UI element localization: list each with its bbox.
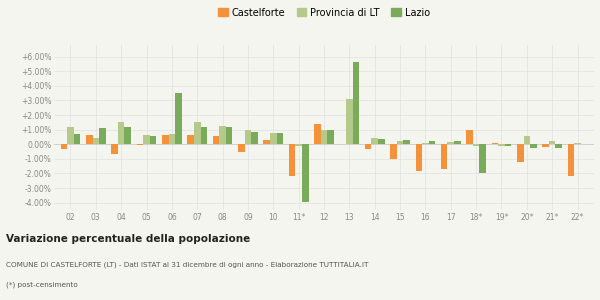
Bar bbox=[314, 124, 321, 144]
Bar bbox=[441, 144, 448, 169]
Bar bbox=[454, 141, 461, 144]
Bar bbox=[270, 133, 277, 144]
Bar bbox=[118, 122, 124, 144]
Bar bbox=[219, 126, 226, 144]
Bar bbox=[321, 130, 327, 144]
Bar bbox=[92, 138, 99, 144]
Bar bbox=[403, 140, 410, 144]
Bar bbox=[263, 140, 270, 144]
Bar bbox=[175, 93, 182, 144]
Bar bbox=[378, 139, 385, 144]
Bar bbox=[99, 128, 106, 144]
Bar bbox=[226, 127, 232, 144]
Bar bbox=[422, 143, 429, 144]
Bar bbox=[517, 144, 524, 162]
Bar bbox=[74, 134, 80, 144]
Bar bbox=[530, 144, 537, 148]
Bar bbox=[473, 144, 479, 146]
Text: Variazione percentuale della popolazione: Variazione percentuale della popolazione bbox=[6, 234, 250, 244]
Bar bbox=[137, 144, 143, 145]
Legend: Castelforte, Provincia di LT, Lazio: Castelforte, Provincia di LT, Lazio bbox=[214, 4, 434, 21]
Bar bbox=[416, 144, 422, 171]
Bar bbox=[491, 143, 498, 144]
Bar bbox=[429, 141, 435, 144]
Bar bbox=[353, 62, 359, 144]
Bar bbox=[346, 99, 353, 144]
Bar bbox=[245, 130, 251, 144]
Bar bbox=[574, 143, 581, 144]
Bar bbox=[479, 144, 486, 173]
Bar bbox=[390, 144, 397, 159]
Bar bbox=[327, 130, 334, 144]
Bar bbox=[302, 144, 308, 202]
Text: COMUNE DI CASTELFORTE (LT) - Dati ISTAT al 31 dicembre di ogni anno - Elaborazio: COMUNE DI CASTELFORTE (LT) - Dati ISTAT … bbox=[6, 261, 368, 268]
Bar bbox=[371, 139, 378, 144]
Bar bbox=[289, 144, 295, 176]
Bar bbox=[162, 135, 169, 144]
Bar bbox=[238, 144, 245, 152]
Text: (*) post-censimento: (*) post-censimento bbox=[6, 282, 78, 289]
Bar bbox=[568, 144, 574, 176]
Bar bbox=[397, 141, 403, 144]
Bar bbox=[466, 130, 473, 144]
Bar bbox=[194, 122, 200, 144]
Bar bbox=[187, 135, 194, 144]
Bar bbox=[505, 144, 511, 146]
Bar bbox=[169, 134, 175, 144]
Bar bbox=[277, 133, 283, 144]
Bar bbox=[556, 144, 562, 148]
Bar bbox=[143, 135, 150, 144]
Bar bbox=[150, 136, 157, 144]
Bar bbox=[213, 136, 219, 144]
Bar bbox=[448, 142, 454, 144]
Bar bbox=[542, 144, 549, 147]
Bar bbox=[498, 144, 505, 146]
Bar bbox=[365, 144, 371, 149]
Bar bbox=[200, 127, 207, 144]
Bar bbox=[86, 135, 92, 144]
Bar bbox=[124, 128, 131, 144]
Bar bbox=[295, 144, 302, 146]
Bar bbox=[111, 144, 118, 154]
Bar bbox=[549, 141, 556, 144]
Bar bbox=[524, 136, 530, 144]
Bar bbox=[61, 144, 67, 149]
Bar bbox=[67, 127, 74, 144]
Bar bbox=[251, 132, 258, 144]
